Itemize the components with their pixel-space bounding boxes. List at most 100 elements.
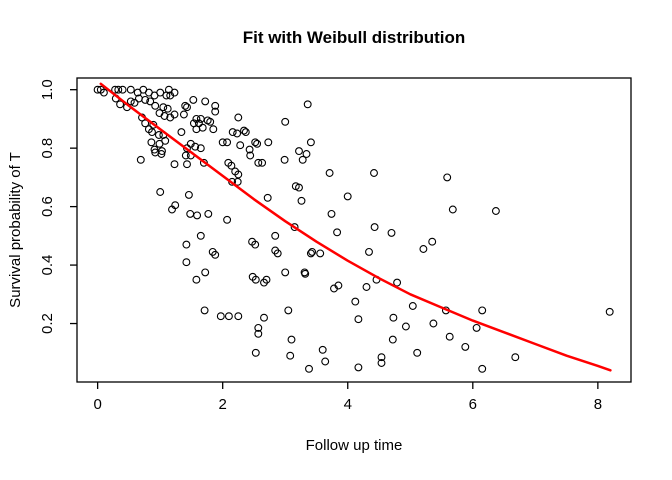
chart-title: Fit with Weibull distribution [243, 28, 466, 47]
data-point [351, 297, 360, 306]
data-point [154, 131, 163, 139]
data-point [196, 231, 205, 240]
data-point [166, 113, 175, 122]
data-point [377, 353, 386, 362]
data-point [308, 247, 317, 256]
data-point [387, 228, 396, 237]
data-point [428, 237, 437, 246]
data-point [605, 307, 614, 316]
data-point [306, 249, 315, 258]
x-axis-ticks: 0 2 4 6 8 [93, 382, 602, 413]
data-point [343, 192, 352, 201]
data-point [297, 196, 306, 205]
data-point [218, 138, 227, 147]
data-point [295, 183, 303, 192]
data-point [478, 364, 487, 373]
data-point [377, 359, 386, 367]
data-point [370, 223, 379, 232]
data-point [303, 100, 312, 109]
data-point [253, 139, 262, 148]
y-axis-label: Survival probability of T [7, 152, 24, 308]
data-point [177, 128, 186, 137]
x-tick-label: 6 [469, 396, 477, 413]
data-point [354, 315, 363, 324]
plot-border [76, 77, 632, 383]
data-point [224, 312, 233, 321]
data-point [236, 141, 245, 150]
data-point [199, 158, 208, 167]
data-point [223, 215, 232, 224]
data-point [170, 88, 179, 97]
data-point [251, 138, 260, 147]
data-point [325, 169, 334, 177]
data-point [234, 312, 243, 321]
data-point [316, 249, 325, 258]
data-point [186, 209, 195, 218]
data-point [354, 363, 363, 372]
data-point [163, 104, 172, 113]
data-point [233, 177, 242, 186]
data-point [254, 323, 263, 332]
y-tick-label: 1.0 [39, 79, 56, 100]
data-point [227, 161, 236, 170]
data-point [281, 268, 290, 277]
data-point [198, 123, 207, 132]
data-point [200, 306, 209, 315]
data-point [192, 114, 201, 123]
data-point [168, 205, 176, 214]
data-point [209, 125, 218, 134]
data-point [260, 313, 268, 322]
data-point [183, 103, 191, 112]
data-point [240, 126, 248, 135]
data-point [419, 245, 428, 253]
data-point [130, 98, 139, 107]
data-point [114, 85, 123, 94]
x-tick-label: 4 [344, 396, 352, 413]
data-point [251, 275, 260, 284]
data-point [196, 144, 205, 153]
data-point [393, 278, 402, 287]
data-point [159, 103, 168, 112]
data-point [126, 97, 135, 106]
data-point [126, 85, 135, 94]
data-point [362, 283, 371, 291]
y-tick-label: 0.6 [39, 196, 56, 217]
data-point [287, 335, 296, 344]
data-point [191, 142, 200, 151]
data-point [408, 302, 417, 310]
data-point [99, 88, 108, 97]
data-point [245, 145, 254, 154]
data-point [429, 319, 438, 328]
data-point [413, 348, 422, 357]
data-point [206, 117, 215, 126]
data-point [223, 138, 232, 147]
x-tick-label: 8 [594, 396, 602, 413]
data-point [148, 128, 156, 137]
data-point [251, 240, 260, 249]
data-point [370, 169, 378, 177]
data-point [111, 85, 120, 94]
data-point [182, 258, 191, 267]
data-point [211, 250, 220, 259]
data-point [179, 110, 188, 119]
data-point [184, 190, 193, 199]
data-point [280, 155, 289, 164]
data-point [211, 107, 220, 116]
data-point [273, 249, 282, 258]
data-point [491, 207, 500, 215]
data-point [461, 342, 470, 351]
data-point [156, 88, 165, 97]
data-point [246, 151, 255, 160]
data-point [93, 85, 102, 94]
data-point [281, 117, 290, 126]
data-point [333, 228, 342, 237]
data-point [216, 312, 225, 321]
data-point [298, 155, 307, 164]
data-point [233, 129, 242, 138]
data-point [263, 193, 272, 202]
data-point [321, 357, 330, 366]
data-point [136, 155, 145, 164]
data-point [182, 240, 191, 249]
data-point [181, 151, 190, 160]
